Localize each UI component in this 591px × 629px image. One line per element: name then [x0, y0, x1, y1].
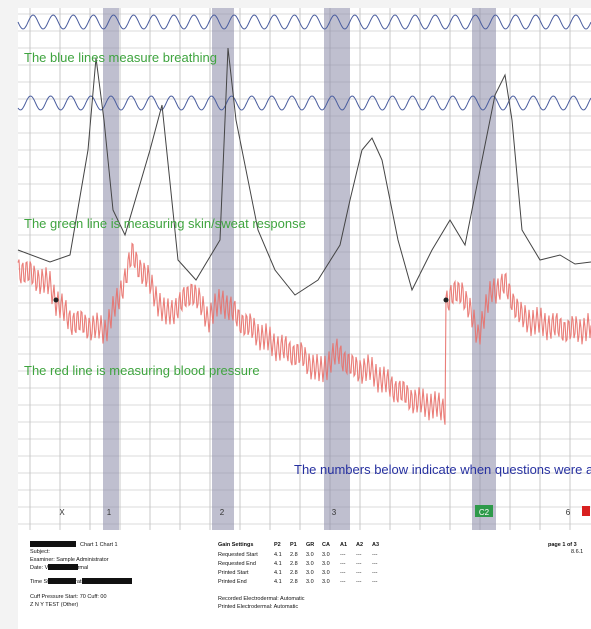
settings-cell: 3.0 [322, 552, 330, 558]
footer-row-7: Z N Y TEST (Other) [30, 602, 78, 608]
settings-col-6: A2 [356, 542, 363, 548]
footer-row-6: Cuff Pressure Start: 70 Cuff: 00 [30, 594, 107, 600]
settings-cell: Printed End [218, 579, 247, 585]
footer-row-1: Chart 1 Chart 1 [80, 542, 118, 548]
chart-footer: Chart 1 Chart 1 Subject: Examiner: Sampl… [18, 530, 591, 629]
settings-cell: 3.0 [306, 561, 314, 567]
settings-cell: --- [340, 570, 346, 576]
question-marker-label: X [59, 508, 65, 517]
settings-cell: --- [372, 570, 378, 576]
question-band [324, 8, 350, 530]
settings-cell: --- [372, 561, 378, 567]
settings-cell: 2.8 [290, 561, 298, 567]
settings-col-5: A1 [340, 542, 347, 548]
annotation-breathing: The blue lines measure breathing [24, 50, 217, 65]
question-marker-label: 6 [566, 508, 571, 517]
settings-cell: 3.0 [322, 579, 330, 585]
question-marker-flag [582, 506, 590, 516]
settings-cell: --- [340, 561, 346, 567]
redacted-time-b [82, 578, 132, 584]
cuff-marker-start [53, 297, 59, 303]
annotation-question-numbers: The numbers below indicate when question… [294, 462, 591, 477]
question-marker-label: 1 [107, 508, 112, 517]
settings-col-4: CA [322, 542, 330, 548]
settings-col-3: GR [306, 542, 314, 548]
settings-cell: 3.0 [306, 552, 314, 558]
settings-cell: --- [372, 579, 378, 585]
settings-cell: --- [356, 552, 362, 558]
settings-cell: --- [356, 561, 362, 567]
settings-cell: 3.0 [322, 561, 330, 567]
settings-cell: --- [356, 570, 362, 576]
settings-note-2: Printed Electrodermal: Automatic [218, 604, 298, 610]
redacted-name [30, 541, 76, 547]
settings-col-7: A3 [372, 542, 379, 548]
question-bands [103, 8, 496, 530]
settings-table: Requested Start 4.1 2.8 3.0 3.0 --- --- --- Requ… [218, 552, 378, 585]
question-marker-label: 3 [332, 508, 337, 517]
settings-cell: --- [356, 579, 362, 585]
page-sub: 8.6.1 [571, 549, 583, 555]
settings-cell: 4.1 [274, 552, 282, 558]
annotation-skin-response: The green line is measuring skin/sweat r… [24, 216, 306, 231]
settings-cell: Requested Start [218, 552, 258, 558]
settings-cell: --- [372, 552, 378, 558]
question-marker-label: 2 [220, 508, 225, 517]
question-band [212, 8, 234, 530]
settings-note-1: Recorded Electrodermal: Automatic [218, 596, 305, 602]
redacted-time-a [48, 578, 76, 584]
settings-cell: 3.0 [322, 570, 330, 576]
question-band [472, 8, 496, 530]
settings-cell: 2.8 [290, 579, 298, 585]
settings-col-0: Gain Settings [218, 542, 253, 548]
cuff-marker-restart [443, 297, 449, 303]
footer-row-2: Subject: [30, 549, 50, 555]
breathing-lower-line [17, 95, 591, 111]
settings-cell: --- [340, 552, 346, 558]
question-markers: X 1 2 3 C2 6 [59, 505, 590, 517]
question-marker-label: C2 [479, 508, 490, 517]
settings-cell: 4.1 [274, 561, 282, 567]
question-marker-box [475, 505, 493, 517]
footer-row-5: Time Start: PM Duration: 00:32 [30, 579, 106, 585]
settings-cell: --- [340, 579, 346, 585]
footer-row-4: Date: View Row Normal [30, 565, 88, 571]
settings-cell: 4.1 [274, 579, 282, 585]
annotation-blood-pressure: The red line is measuring blood pressure [24, 363, 260, 378]
settings-cell: 2.8 [290, 552, 298, 558]
settings-cell: 2.8 [290, 570, 298, 576]
series-group [17, 14, 591, 425]
settings-cell: 3.0 [306, 570, 314, 576]
settings-cell: 4.1 [274, 570, 282, 576]
breathing-upper-line [17, 14, 591, 30]
skin-response-line [17, 47, 591, 296]
footer-row-3: Examiner: Sample Administrator [30, 557, 109, 563]
settings-cell: 3.0 [306, 579, 314, 585]
page-number: page 1 of 3 [548, 542, 577, 548]
settings-cell: Requested End [218, 561, 256, 567]
redacted-date [48, 564, 78, 570]
blood-pressure-line [17, 242, 591, 425]
settings-col-1: P2 [274, 542, 281, 548]
settings-cell: Printed Start [218, 570, 249, 576]
question-band [103, 8, 119, 530]
settings-col-2: P1 [290, 542, 297, 548]
